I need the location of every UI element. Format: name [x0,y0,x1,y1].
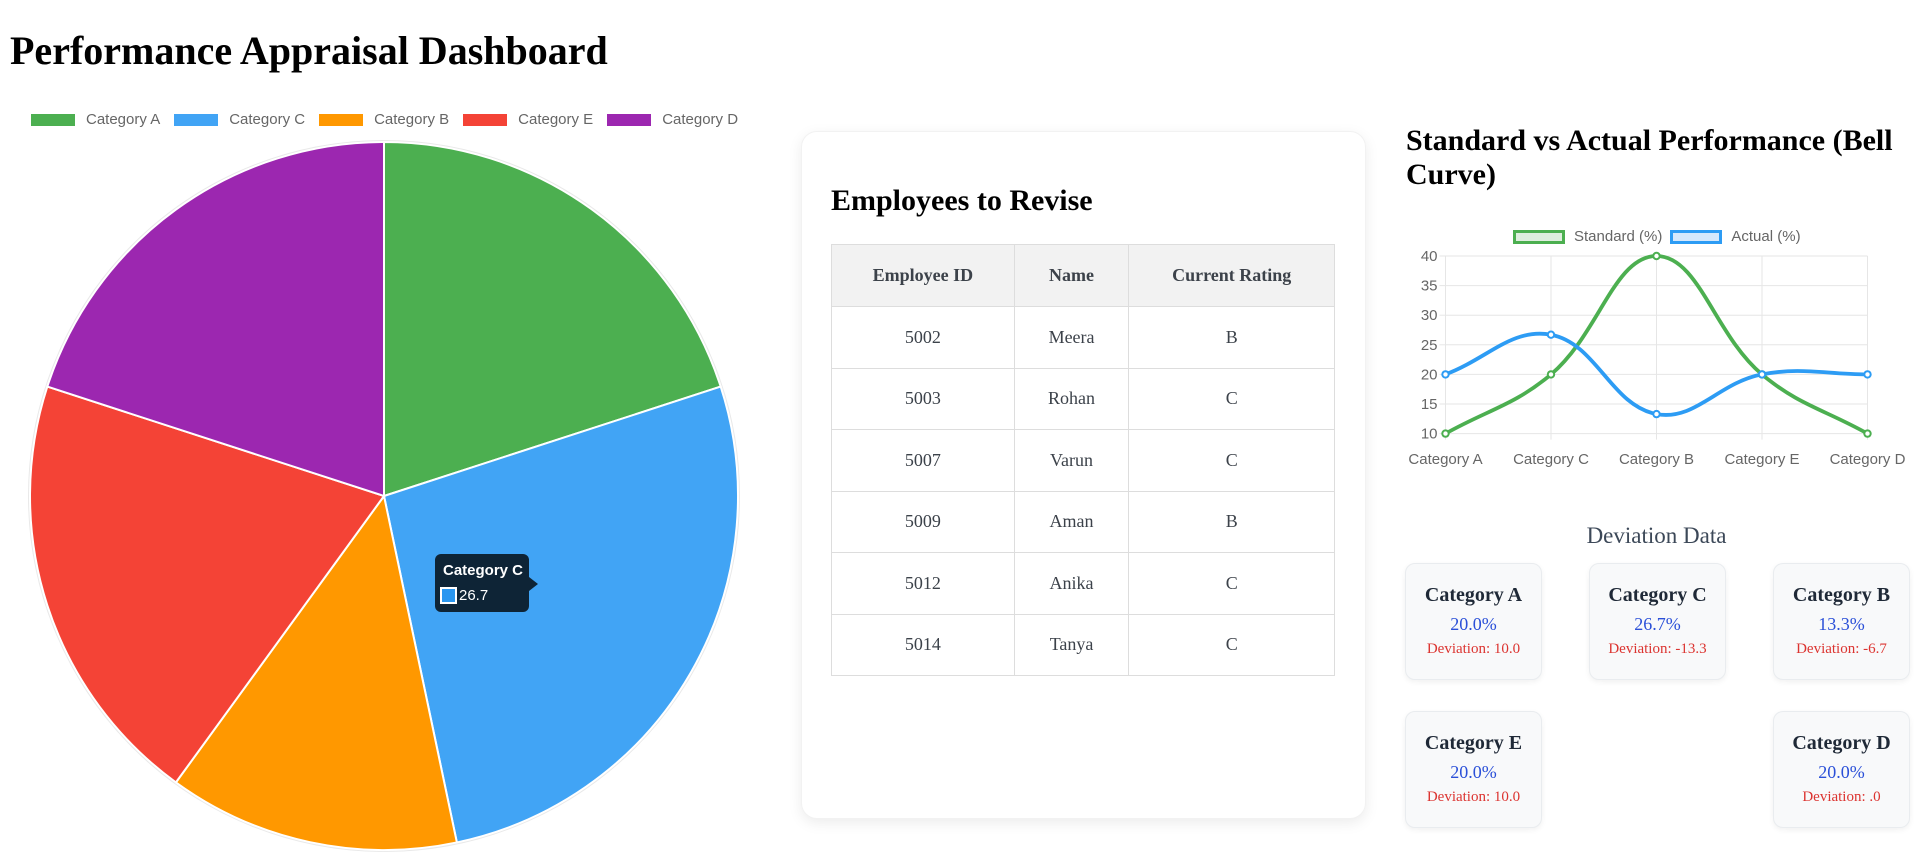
svg-text:30: 30 [1421,307,1438,324]
svg-text:Category A: Category A [1408,451,1482,468]
svg-text:35: 35 [1421,278,1438,295]
svg-text:Category D: Category D [1830,451,1906,468]
svg-text:Category E: Category E [1724,451,1799,468]
svg-text:20: 20 [1421,366,1438,383]
svg-text:15: 15 [1421,396,1438,413]
svg-text:10: 10 [1421,426,1438,443]
svg-text:Category B: Category B [1619,451,1694,468]
svg-text:25: 25 [1421,337,1438,354]
svg-text:Category C: Category C [1513,451,1589,468]
svg-text:40: 40 [1421,248,1438,265]
